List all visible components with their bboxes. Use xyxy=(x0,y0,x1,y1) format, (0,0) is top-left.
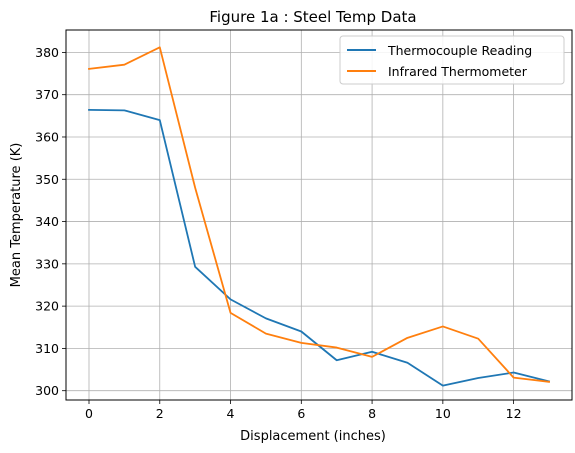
x-tick-label: 2 xyxy=(156,406,164,421)
x-axis-label: Displacement (inches) xyxy=(240,429,386,444)
legend-label-infrared: Infrared Thermometer xyxy=(388,64,528,79)
chart-title: Figure 1a : Steel Temp Data xyxy=(209,8,416,26)
legend: Thermocouple Reading Infrared Thermomete… xyxy=(339,35,565,85)
plot-frame xyxy=(65,29,573,401)
y-tick-label: 320 xyxy=(35,299,59,314)
y-tick-label: 380 xyxy=(35,45,59,60)
y-tick-label: 310 xyxy=(35,341,59,356)
x-tick-label: 4 xyxy=(227,406,235,421)
series-line-infrared-thermometer xyxy=(87,46,551,383)
axis-ticks: 0 2 4 6 8 10 12 300 310 320 330 340 350 360 370 380 xyxy=(35,45,521,421)
x-tick-label: 8 xyxy=(368,406,376,421)
y-tick-label: 370 xyxy=(35,87,59,102)
y-tick-label: 360 xyxy=(35,129,59,144)
legend-box xyxy=(339,35,565,85)
y-tick-label: 330 xyxy=(35,256,59,271)
grid-lines xyxy=(66,30,572,400)
y-tick-label: 350 xyxy=(35,172,59,187)
x-tick-label: 10 xyxy=(435,406,451,421)
y-tick-label: 300 xyxy=(35,383,59,398)
legend-label-thermocouple: Thermocouple Reading xyxy=(387,43,532,58)
data-series xyxy=(87,46,551,387)
x-tick-label: 0 xyxy=(85,406,93,421)
x-tick-label: 6 xyxy=(297,406,305,421)
y-tick-label: 340 xyxy=(35,214,59,229)
y-axis-label: Mean Temperature (K) xyxy=(9,143,24,288)
x-tick-label: 12 xyxy=(506,406,522,421)
